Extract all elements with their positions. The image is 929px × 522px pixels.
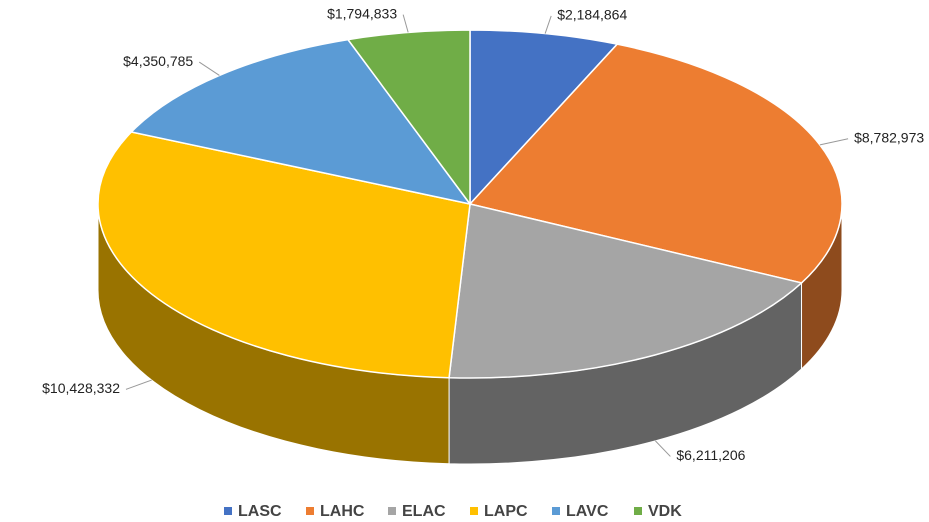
- data-label: $10,428,332: [42, 380, 120, 396]
- legend-swatch: [388, 507, 396, 515]
- legend-label: LAPC: [484, 503, 528, 520]
- legend-swatch: [224, 507, 232, 515]
- legend-label: LAVC: [566, 503, 609, 520]
- leader-line: [655, 440, 671, 457]
- legend-label: VDK: [648, 503, 682, 520]
- leader-line: [198, 61, 220, 76]
- leader-line: [125, 379, 152, 390]
- legend-label: LASC: [238, 503, 282, 520]
- legend-swatch: [552, 507, 560, 515]
- slice: [129, 38, 472, 206]
- slice: [97, 131, 471, 379]
- legend-swatch: [634, 507, 642, 515]
- data-label: $6,211,206: [676, 447, 745, 463]
- legend-label: ELAC: [402, 503, 446, 520]
- legend-label: LAHC: [320, 503, 365, 520]
- legend-swatch: [470, 507, 478, 515]
- slice: [346, 29, 471, 207]
- data-label: $4,350,785: [123, 53, 193, 69]
- data-label: $1,794,833: [327, 5, 397, 21]
- data-label: $8,782,973: [854, 129, 924, 145]
- leader-line: [402, 14, 409, 33]
- leader-line: [819, 138, 849, 146]
- leader-line: [544, 15, 552, 34]
- data-label: $2,184,864: [557, 7, 627, 23]
- legend-swatch: [306, 507, 314, 515]
- slice: [448, 203, 804, 379]
